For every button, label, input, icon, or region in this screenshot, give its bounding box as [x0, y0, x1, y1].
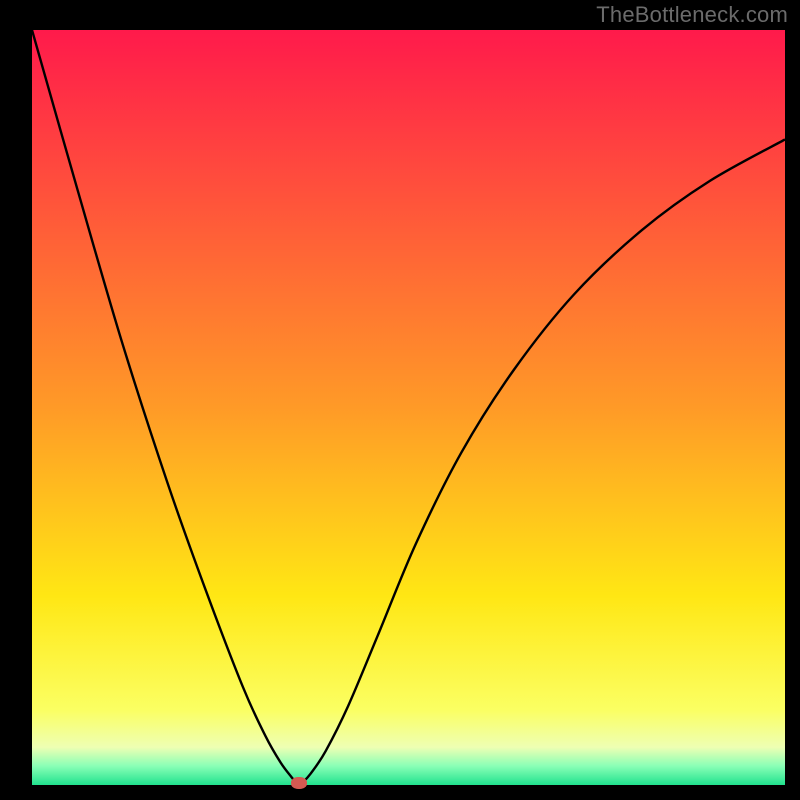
watermark-text: TheBottleneck.com	[596, 2, 788, 28]
bottleneck-curve	[32, 30, 785, 785]
plot-area	[32, 30, 785, 785]
